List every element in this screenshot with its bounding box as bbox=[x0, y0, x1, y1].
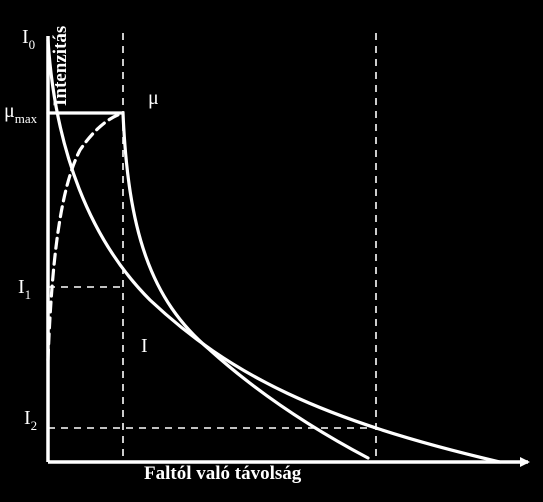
x-axis-title: Faltól való távolság bbox=[144, 463, 302, 484]
i2-label: I2 bbox=[24, 407, 37, 433]
mu-dashed-curve bbox=[46, 111, 125, 362]
mu-curve-label: μ bbox=[148, 87, 159, 109]
intensity-curve bbox=[46, 38, 502, 464]
intensity-curve-label: I bbox=[141, 335, 148, 357]
mu-max-label: μmax bbox=[4, 100, 38, 126]
i0-label: I0 bbox=[22, 26, 35, 52]
i1-label: I1 bbox=[18, 276, 31, 302]
y-axis-title: Intenzitás bbox=[50, 26, 71, 106]
